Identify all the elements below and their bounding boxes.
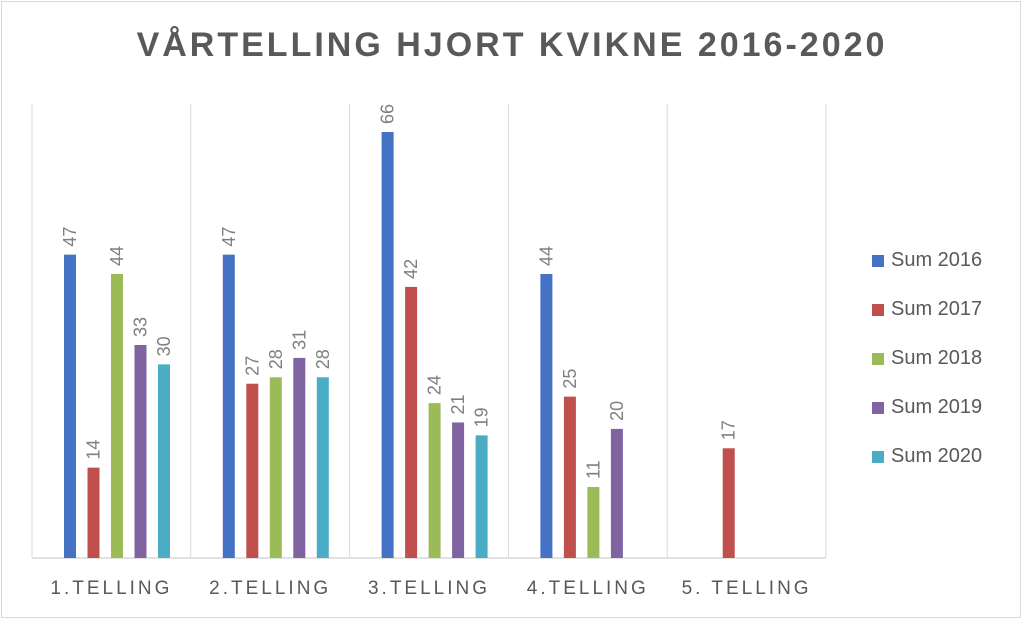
x-tick-label: 1.TELLING (50, 578, 172, 599)
bar (428, 403, 441, 558)
bar (587, 487, 600, 558)
legend-swatch (872, 352, 884, 365)
data-label: 11 (583, 460, 603, 479)
legend-swatch (872, 303, 884, 316)
bar (540, 274, 553, 558)
data-label: 30 (154, 336, 174, 356)
bar (246, 383, 259, 558)
data-label: 44 (536, 246, 556, 266)
x-tick-label: 2.TELLING (209, 578, 331, 599)
legend-item: Sum 2016 (872, 236, 982, 285)
bar (222, 254, 235, 559)
legend-item: Sum 2018 (872, 334, 982, 383)
legend-item: Sum 2017 (872, 285, 982, 334)
data-label: 28 (266, 349, 286, 369)
data-label: 47 (60, 227, 80, 247)
bar (269, 377, 282, 558)
bar (381, 132, 394, 558)
data-label: 24 (425, 375, 445, 395)
bar (563, 396, 576, 558)
legend-label: Sum 2019 (891, 396, 983, 418)
legend-label: Sum 2020 (891, 445, 983, 467)
data-label: 17 (719, 420, 739, 440)
bar (316, 377, 329, 558)
bar (64, 254, 76, 559)
bar (87, 467, 100, 558)
legend-swatch (872, 401, 884, 414)
bar (134, 345, 147, 558)
data-label: 20 (607, 401, 627, 421)
bar (610, 428, 623, 558)
legend-label: Sum 2018 (891, 347, 983, 369)
data-label: 21 (448, 394, 468, 414)
data-label: 19 (472, 407, 492, 427)
legend-label: Sum 2017 (891, 298, 983, 320)
x-tick-label: 4.TELLING (527, 578, 649, 599)
bar (405, 286, 418, 558)
data-label: 42 (401, 259, 421, 279)
bar (111, 274, 123, 558)
chart-legend: Sum 2016 Sum 2017 Sum 2018 Sum 2019 Sum 2020 (872, 236, 982, 481)
bar (158, 364, 170, 558)
data-label: 31 (289, 330, 309, 350)
x-tick-label: 5. TELLING (682, 578, 812, 599)
legend-label: Sum 2016 (891, 249, 983, 271)
data-label: 44 (107, 246, 127, 266)
bar (452, 422, 465, 558)
x-tick-label: 3.TELLING (368, 578, 490, 599)
data-label: 33 (131, 317, 151, 337)
chart-title: VÅRTELLING HJORT KVIKNE 2016-2020 (136, 26, 888, 64)
data-label: 25 (560, 369, 580, 389)
bar (475, 435, 488, 558)
data-label: 47 (219, 227, 239, 247)
legend-item: Sum 2020 (872, 432, 982, 481)
data-label: 14 (84, 440, 104, 460)
data-label: 66 (378, 104, 398, 124)
legend-item: Sum 2019 (872, 383, 982, 432)
legend-swatch (872, 254, 884, 267)
bar (293, 357, 306, 558)
legend-swatch (872, 450, 884, 463)
data-label: 27 (242, 356, 262, 376)
bar (722, 448, 735, 558)
data-label: 28 (313, 349, 333, 369)
